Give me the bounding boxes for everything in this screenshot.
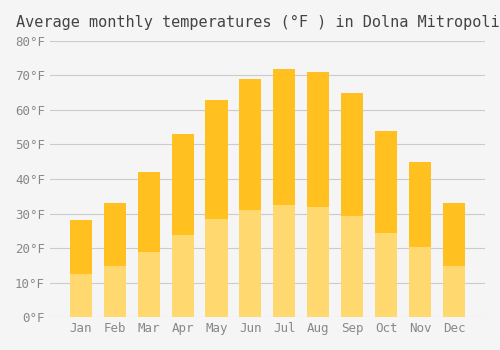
Bar [240, 79, 262, 317]
Bar [409, 247, 432, 317]
Bar [274, 69, 295, 317]
Bar [172, 235, 194, 317]
Bar [206, 100, 228, 317]
Bar [104, 203, 126, 317]
Bar [172, 134, 194, 317]
Bar [70, 220, 92, 317]
Bar [308, 72, 330, 317]
Bar [308, 207, 330, 317]
Bar [342, 93, 363, 317]
Bar [104, 266, 126, 317]
Bar [138, 252, 160, 317]
Bar [70, 274, 92, 317]
Bar [409, 162, 432, 317]
Bar [240, 210, 262, 317]
Title: Average monthly temperatures (°F ) in Dolna Mitropoliya: Average monthly temperatures (°F ) in Do… [16, 15, 500, 30]
Bar [375, 131, 398, 317]
Bar [138, 172, 160, 317]
Bar [443, 203, 465, 317]
Bar [274, 205, 295, 317]
Bar [443, 266, 465, 317]
Bar [206, 219, 228, 317]
Bar [375, 233, 398, 317]
Bar [342, 216, 363, 317]
